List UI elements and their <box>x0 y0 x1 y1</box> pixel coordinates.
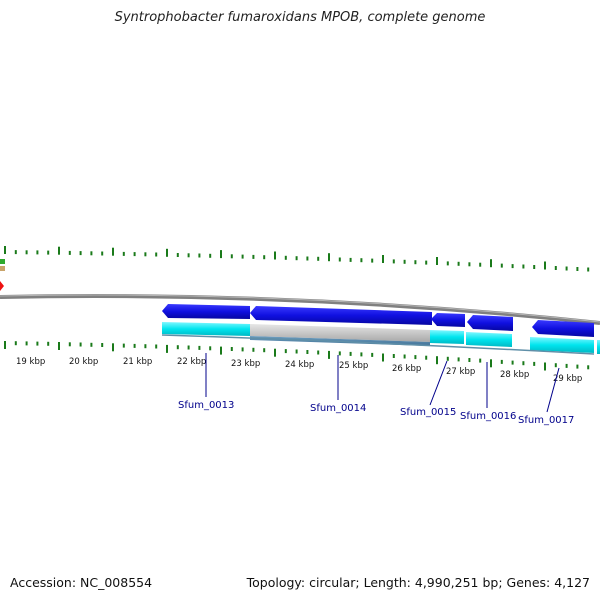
gene-arrow-sfum-0015[interactable] <box>431 313 465 327</box>
gene-leader-line <box>546 367 560 413</box>
gene-arrow-sfum-0017[interactable] <box>532 320 594 337</box>
gene-arrow-sfum-0016[interactable] <box>467 315 513 331</box>
upper-tick-row <box>4 246 590 272</box>
kbp-label: 22 kbp <box>177 357 206 367</box>
map-title: Syntrophobacter fumaroxidans MPOB, compl… <box>114 10 486 25</box>
lower-tick-row <box>4 341 590 371</box>
genome-backbone <box>0 294 600 325</box>
kbp-label: 26 kbp <box>392 364 421 374</box>
kbp-label: 28 kbp <box>500 370 529 380</box>
kbp-label: 27 kbp <box>446 367 475 377</box>
gene-label-sfum-0017[interactable]: Sfum_0017 <box>518 415 574 426</box>
accession-text: Accession: NC_008554 <box>10 575 153 590</box>
gene-label-sfum-0016[interactable]: Sfum_0016 <box>460 411 516 422</box>
edge-feature-tan <box>0 266 5 271</box>
cds-band-outline <box>161 334 595 355</box>
gene-leader-line <box>429 360 448 406</box>
gene-arrow-sfum-0014[interactable] <box>250 306 432 325</box>
cds-band-sfum-0017[interactable] <box>530 337 594 353</box>
edge-feature-green <box>0 259 5 264</box>
edge-feature-red <box>0 281 4 291</box>
kbp-axis: 19 kbp 20 kbp 21 kbp 22 kbp 23 kbp 24 kb… <box>16 357 582 384</box>
kbp-label: 21 kbp <box>123 357 152 367</box>
kbp-label: 29 kbp <box>553 374 582 384</box>
gene-label-sfum-0015[interactable]: Sfum_0015 <box>400 407 456 418</box>
genome-summary-text: Topology: circular; Length: 4,990,251 bp… <box>246 575 590 590</box>
kbp-label: 20 kbp <box>69 357 98 367</box>
gene-arrow-sfum-0013[interactable] <box>162 304 250 319</box>
cds-band-sfum-0015[interactable] <box>430 330 464 344</box>
kbp-label: 23 kbp <box>231 359 260 369</box>
gene-label-sfum-0013[interactable]: Sfum_0013 <box>178 400 234 411</box>
kbp-label: 25 kbp <box>339 361 368 371</box>
gene-label-sfum-0014[interactable]: Sfum_0014 <box>310 403 366 414</box>
gene-labels: Sfum_0013 Sfum_0014 Sfum_0015 Sfum_0016 … <box>178 353 574 426</box>
cds-band-sfum-0013[interactable] <box>162 322 250 336</box>
genome-backbone-highlight <box>0 294 600 323</box>
kbp-label: 24 kbp <box>285 360 314 370</box>
kbp-label: 19 kbp <box>16 357 45 367</box>
cds-band-edge <box>597 340 600 354</box>
cds-band-sfum-0016[interactable] <box>466 332 512 347</box>
